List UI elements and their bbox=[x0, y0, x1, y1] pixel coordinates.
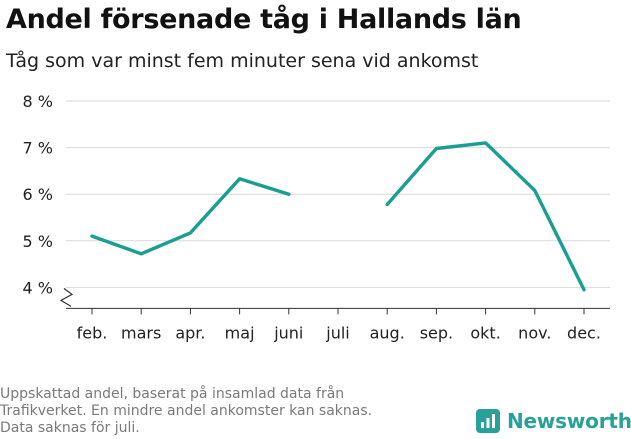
y-tick-label: 5 % bbox=[23, 232, 53, 251]
chart-title: Andel försenade tåg i Hallands län bbox=[6, 4, 522, 35]
series-line-segment bbox=[90, 177, 291, 256]
chart-subtitle: Tåg som var minst fem minuter sena vid a… bbox=[6, 50, 479, 72]
x-tick-label: maj bbox=[225, 323, 255, 342]
x-tick-labels: feb. mars apr. maj juni juli aug. sep. okt. nov. d… bbox=[77, 323, 601, 342]
footnote-line: Uppskattad andel, baserat på insamlad da… bbox=[0, 386, 345, 402]
x-axis bbox=[59, 287, 610, 315]
footnote-line: Trafikverket. En mindre andel ankomster … bbox=[0, 403, 373, 419]
newsworthy-logo-icon bbox=[476, 409, 500, 433]
x-tick-label: feb. bbox=[77, 323, 108, 342]
brand-name: Newsworthy bbox=[507, 409, 631, 433]
x-tick-label: sep. bbox=[420, 323, 453, 342]
y-tick-label: 4 % bbox=[23, 278, 53, 297]
line-chart: 4 % 5 % 6 % 7 % 8 % feb. mars apr. maj juni juli a… bbox=[23, 92, 610, 342]
series-line-segment bbox=[385, 141, 586, 292]
footnote-line: Data saknas för juli. bbox=[0, 420, 140, 436]
y-tick-label: 6 % bbox=[23, 185, 53, 204]
data-series bbox=[90, 141, 586, 292]
y-tick-labels: 4 % 5 % 6 % 7 % 8 % bbox=[23, 92, 53, 297]
x-tick-label: aug. bbox=[370, 323, 405, 342]
x-tick-label: okt. bbox=[470, 323, 500, 342]
x-tick-label: mars bbox=[121, 323, 161, 342]
x-tick-label: apr. bbox=[175, 323, 205, 342]
x-tick-label: dec. bbox=[567, 323, 601, 342]
y-tick-label: 8 % bbox=[23, 92, 53, 111]
gridlines bbox=[66, 100, 610, 288]
x-tick-label: nov. bbox=[518, 323, 551, 342]
footnote: Uppskattad andel, baserat på insamlad da… bbox=[0, 386, 430, 437]
y-tick-label: 7 % bbox=[23, 139, 53, 158]
x-tick-label: juni bbox=[273, 323, 303, 342]
x-tick-label: juli bbox=[325, 323, 349, 342]
brand-logo: Newsworthy bbox=[476, 409, 631, 433]
axis-break-icon bbox=[59, 287, 74, 307]
